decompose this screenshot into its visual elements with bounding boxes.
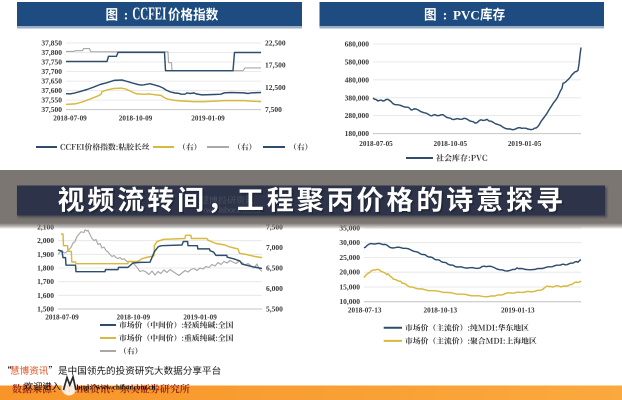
svg-text:37,750: 37,750 bbox=[41, 58, 62, 67]
svg-text:1,600: 1,600 bbox=[37, 291, 54, 300]
svg-text:PVC: PVC bbox=[453, 7, 480, 22]
svg-text:1,700: 1,700 bbox=[37, 277, 54, 286]
svg-text:580,000: 580,000 bbox=[345, 57, 370, 66]
svg-text:480,000: 480,000 bbox=[345, 75, 370, 84]
svg-text:37,850: 37,850 bbox=[41, 39, 62, 48]
svg-text:1,500: 1,500 bbox=[37, 305, 54, 314]
svg-text:1,800: 1,800 bbox=[37, 264, 54, 273]
svg-text:2018-10-05: 2018-10-05 bbox=[434, 140, 468, 148]
svg-text:5,500: 5,500 bbox=[266, 305, 283, 314]
svg-text:37,800: 37,800 bbox=[41, 48, 62, 57]
svg-text:2018-07-05: 2018-07-05 bbox=[359, 140, 393, 148]
svg-text:37,650: 37,650 bbox=[41, 77, 62, 86]
svg-text:12,500: 12,500 bbox=[265, 83, 286, 92]
svg-text:2018-10-13: 2018-10-13 bbox=[424, 307, 458, 315]
svg-text:15,000: 15,000 bbox=[339, 282, 360, 291]
svg-text:37,700: 37,700 bbox=[41, 67, 62, 76]
svg-text:1,900: 1,900 bbox=[37, 250, 54, 259]
svg-text:20,000: 20,000 bbox=[339, 268, 360, 277]
svg-text:2018-10-09: 2018-10-09 bbox=[119, 115, 153, 123]
svg-text:17,500: 17,500 bbox=[265, 61, 286, 70]
svg-text:380,000: 380,000 bbox=[345, 93, 370, 102]
svg-text:37,600: 37,600 bbox=[41, 86, 62, 95]
svg-text::: : bbox=[124, 7, 129, 22]
svg-text:25,000: 25,000 bbox=[339, 253, 360, 262]
svg-text:7,500: 7,500 bbox=[265, 105, 282, 114]
svg-text:http://www.chibor.com.cn: http://www.chibor.com.cn bbox=[77, 384, 156, 392]
svg-text:2018-10-09: 2018-10-09 bbox=[117, 314, 151, 322]
svg-text:2019-01-05: 2019-01-05 bbox=[508, 140, 542, 148]
svg-text:37,500: 37,500 bbox=[41, 105, 62, 114]
svg-text:2,000: 2,000 bbox=[37, 236, 54, 245]
svg-text:6,000: 6,000 bbox=[266, 284, 283, 293]
svg-text:www.hibor.com.cn: www.hibor.com.cn bbox=[200, 206, 261, 215]
svg-text:7,000: 7,000 bbox=[266, 243, 283, 252]
svg-text:37,550: 37,550 bbox=[41, 96, 62, 105]
svg-text:6,500: 6,500 bbox=[266, 264, 283, 273]
svg-text::: : bbox=[443, 7, 448, 22]
svg-text:2019-01-09: 2019-01-09 bbox=[191, 115, 225, 123]
svg-text:22,500: 22,500 bbox=[265, 39, 286, 48]
svg-text:2018-07-09: 2018-07-09 bbox=[53, 115, 87, 123]
svg-text:10,000: 10,000 bbox=[339, 297, 360, 306]
svg-text:2019-01-13: 2019-01-13 bbox=[501, 307, 535, 315]
svg-text:180,000: 180,000 bbox=[345, 129, 370, 138]
svg-text:680,000: 680,000 bbox=[345, 40, 370, 49]
svg-text:2018-07-09: 2018-07-09 bbox=[45, 314, 79, 322]
svg-text:2018-07-13: 2018-07-13 bbox=[348, 307, 382, 315]
svg-text:280,000: 280,000 bbox=[345, 111, 370, 120]
svg-text:CCFEI: CCFEI bbox=[132, 5, 166, 24]
svg-text:30,000: 30,000 bbox=[339, 238, 360, 247]
svg-text:2019-01-09: 2019-01-09 bbox=[183, 314, 217, 322]
